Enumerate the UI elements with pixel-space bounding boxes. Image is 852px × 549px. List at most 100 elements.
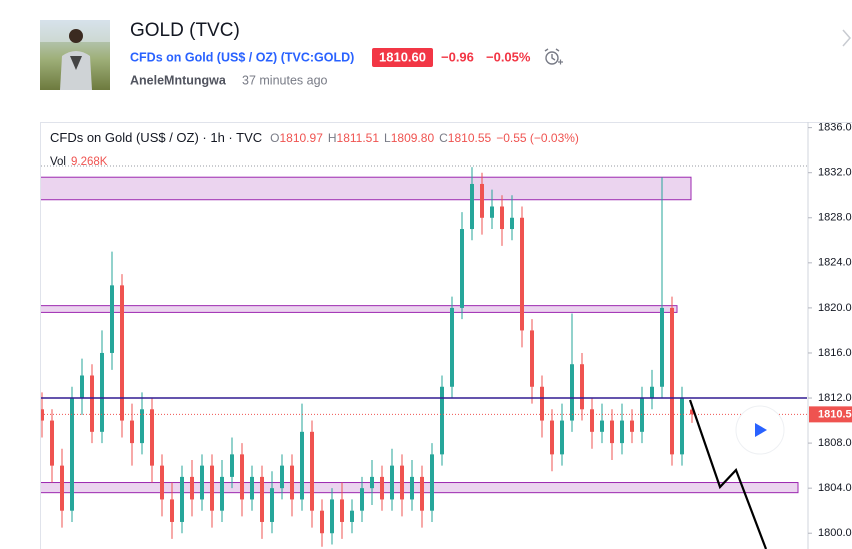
zone bbox=[41, 305, 678, 313]
candle-body bbox=[100, 352, 104, 432]
candle-body bbox=[250, 476, 254, 500]
candle-body bbox=[390, 465, 394, 500]
symbol-name: CFDs on Gold (US$ / OZ) · 1h · TVC bbox=[50, 130, 262, 145]
candle-body bbox=[210, 465, 214, 511]
y-tick-label: 1828.0 bbox=[818, 212, 852, 224]
candle-body bbox=[90, 375, 94, 432]
ohlc-key: C bbox=[439, 131, 448, 145]
candle-body bbox=[280, 465, 284, 489]
candle-body bbox=[620, 420, 624, 444]
candle-body bbox=[220, 476, 224, 511]
candle-body bbox=[420, 476, 424, 511]
candle-body bbox=[400, 465, 404, 500]
candle-body bbox=[660, 307, 664, 387]
candle-body bbox=[690, 409, 694, 415]
candle-body bbox=[370, 476, 374, 489]
idea-title[interactable]: GOLD (TVC) bbox=[130, 20, 240, 41]
candle-body bbox=[260, 476, 264, 522]
candle-body bbox=[460, 229, 464, 308]
plot-area bbox=[41, 167, 807, 547]
candle-body bbox=[650, 386, 654, 399]
candle-body bbox=[200, 465, 204, 500]
publish-time: 37 minutes ago bbox=[242, 73, 328, 87]
candle-body bbox=[160, 465, 164, 500]
chart-legend: CFDs on Gold (US$ / OZ) · 1h · TVC O1810.… bbox=[41, 130, 808, 168]
price-change-percent: −0.05% bbox=[486, 49, 531, 64]
y-tick-label: 1800.0 bbox=[818, 527, 852, 539]
legend-change: −0.55 (−0.03%) bbox=[496, 131, 579, 145]
candle-body bbox=[670, 307, 674, 455]
candle-body bbox=[570, 364, 574, 421]
y-tick-label: 1832.0 bbox=[818, 167, 852, 179]
candle-body bbox=[310, 431, 314, 511]
candle-body bbox=[190, 476, 194, 500]
candle-body bbox=[320, 510, 324, 534]
candle-body bbox=[180, 476, 184, 522]
candle-body bbox=[290, 465, 294, 500]
candle-body bbox=[500, 206, 504, 230]
candle-body bbox=[680, 398, 684, 455]
candle-body bbox=[70, 398, 74, 511]
zone bbox=[41, 176, 692, 201]
ohlc-key: O bbox=[270, 131, 279, 145]
candle-body bbox=[610, 420, 614, 444]
price: 1810.60 bbox=[379, 49, 426, 64]
volume-value: 9.268K bbox=[71, 156, 108, 168]
candle-body bbox=[520, 217, 524, 331]
candle-body bbox=[590, 409, 594, 432]
y-tick-label: 1812.0 bbox=[818, 392, 852, 404]
candle-body bbox=[270, 488, 274, 522]
symbol-link[interactable]: CFDs on Gold (US$ / OZ) (TVC:GOLD) bbox=[130, 50, 354, 64]
candle-body bbox=[41, 409, 44, 421]
candle-body bbox=[230, 454, 234, 477]
ohlc-value: 1810.55 bbox=[448, 131, 492, 145]
candle-body bbox=[530, 330, 534, 387]
last-price-badge bbox=[809, 406, 852, 423]
candle-body bbox=[330, 499, 334, 534]
next-arrow[interactable] bbox=[842, 29, 851, 47]
y-tick-label: 1816.0 bbox=[818, 347, 852, 359]
candle-body bbox=[410, 476, 414, 500]
candle-body bbox=[150, 409, 154, 466]
ohlc-value: 1811.51 bbox=[337, 131, 380, 145]
candle-body bbox=[490, 206, 494, 218]
last-price-label: 1810.55 bbox=[818, 408, 852, 420]
avatar[interactable] bbox=[40, 20, 110, 90]
candle-body bbox=[640, 398, 644, 432]
candle-body bbox=[450, 307, 454, 387]
play-button[interactable] bbox=[735, 405, 785, 455]
candle-body bbox=[480, 183, 484, 218]
y-tick-label: 1836.0 bbox=[818, 122, 852, 134]
y-tick-label: 1820.0 bbox=[818, 302, 852, 314]
candle-body bbox=[170, 499, 174, 522]
candle-body bbox=[340, 499, 344, 522]
ohlc-key: L bbox=[384, 131, 391, 145]
candle-body bbox=[550, 420, 554, 455]
candle-body bbox=[140, 409, 144, 444]
candle-body bbox=[380, 476, 384, 500]
candle-body bbox=[130, 420, 134, 444]
alert-icon[interactable] bbox=[544, 48, 563, 65]
candle-body bbox=[300, 431, 304, 500]
ohlc-value: 1810.97 bbox=[279, 131, 323, 145]
candle-body bbox=[120, 285, 124, 421]
y-tick-label: 1808.0 bbox=[818, 437, 852, 449]
candle-body bbox=[440, 386, 444, 455]
y-tick-label: 1804.0 bbox=[818, 482, 852, 494]
candle-body bbox=[580, 364, 584, 410]
candle-body bbox=[470, 183, 474, 230]
candle-body bbox=[560, 420, 564, 455]
y-tick-label: 1824.0 bbox=[818, 257, 852, 269]
price-axis: 1800.0 1804.0 1808.0 1812.0 1816.0 1820.0 1824… bbox=[808, 122, 852, 539]
candle-body bbox=[80, 375, 84, 399]
projection-line bbox=[688, 399, 768, 549]
ohlc-key: H bbox=[328, 131, 337, 145]
author[interactable]: AneleMntungwa bbox=[130, 73, 227, 87]
candle-body bbox=[240, 454, 244, 500]
zone bbox=[41, 482, 799, 494]
volume-key: Vol bbox=[50, 156, 66, 168]
price-badge bbox=[372, 48, 433, 67]
candle-body bbox=[540, 386, 544, 421]
